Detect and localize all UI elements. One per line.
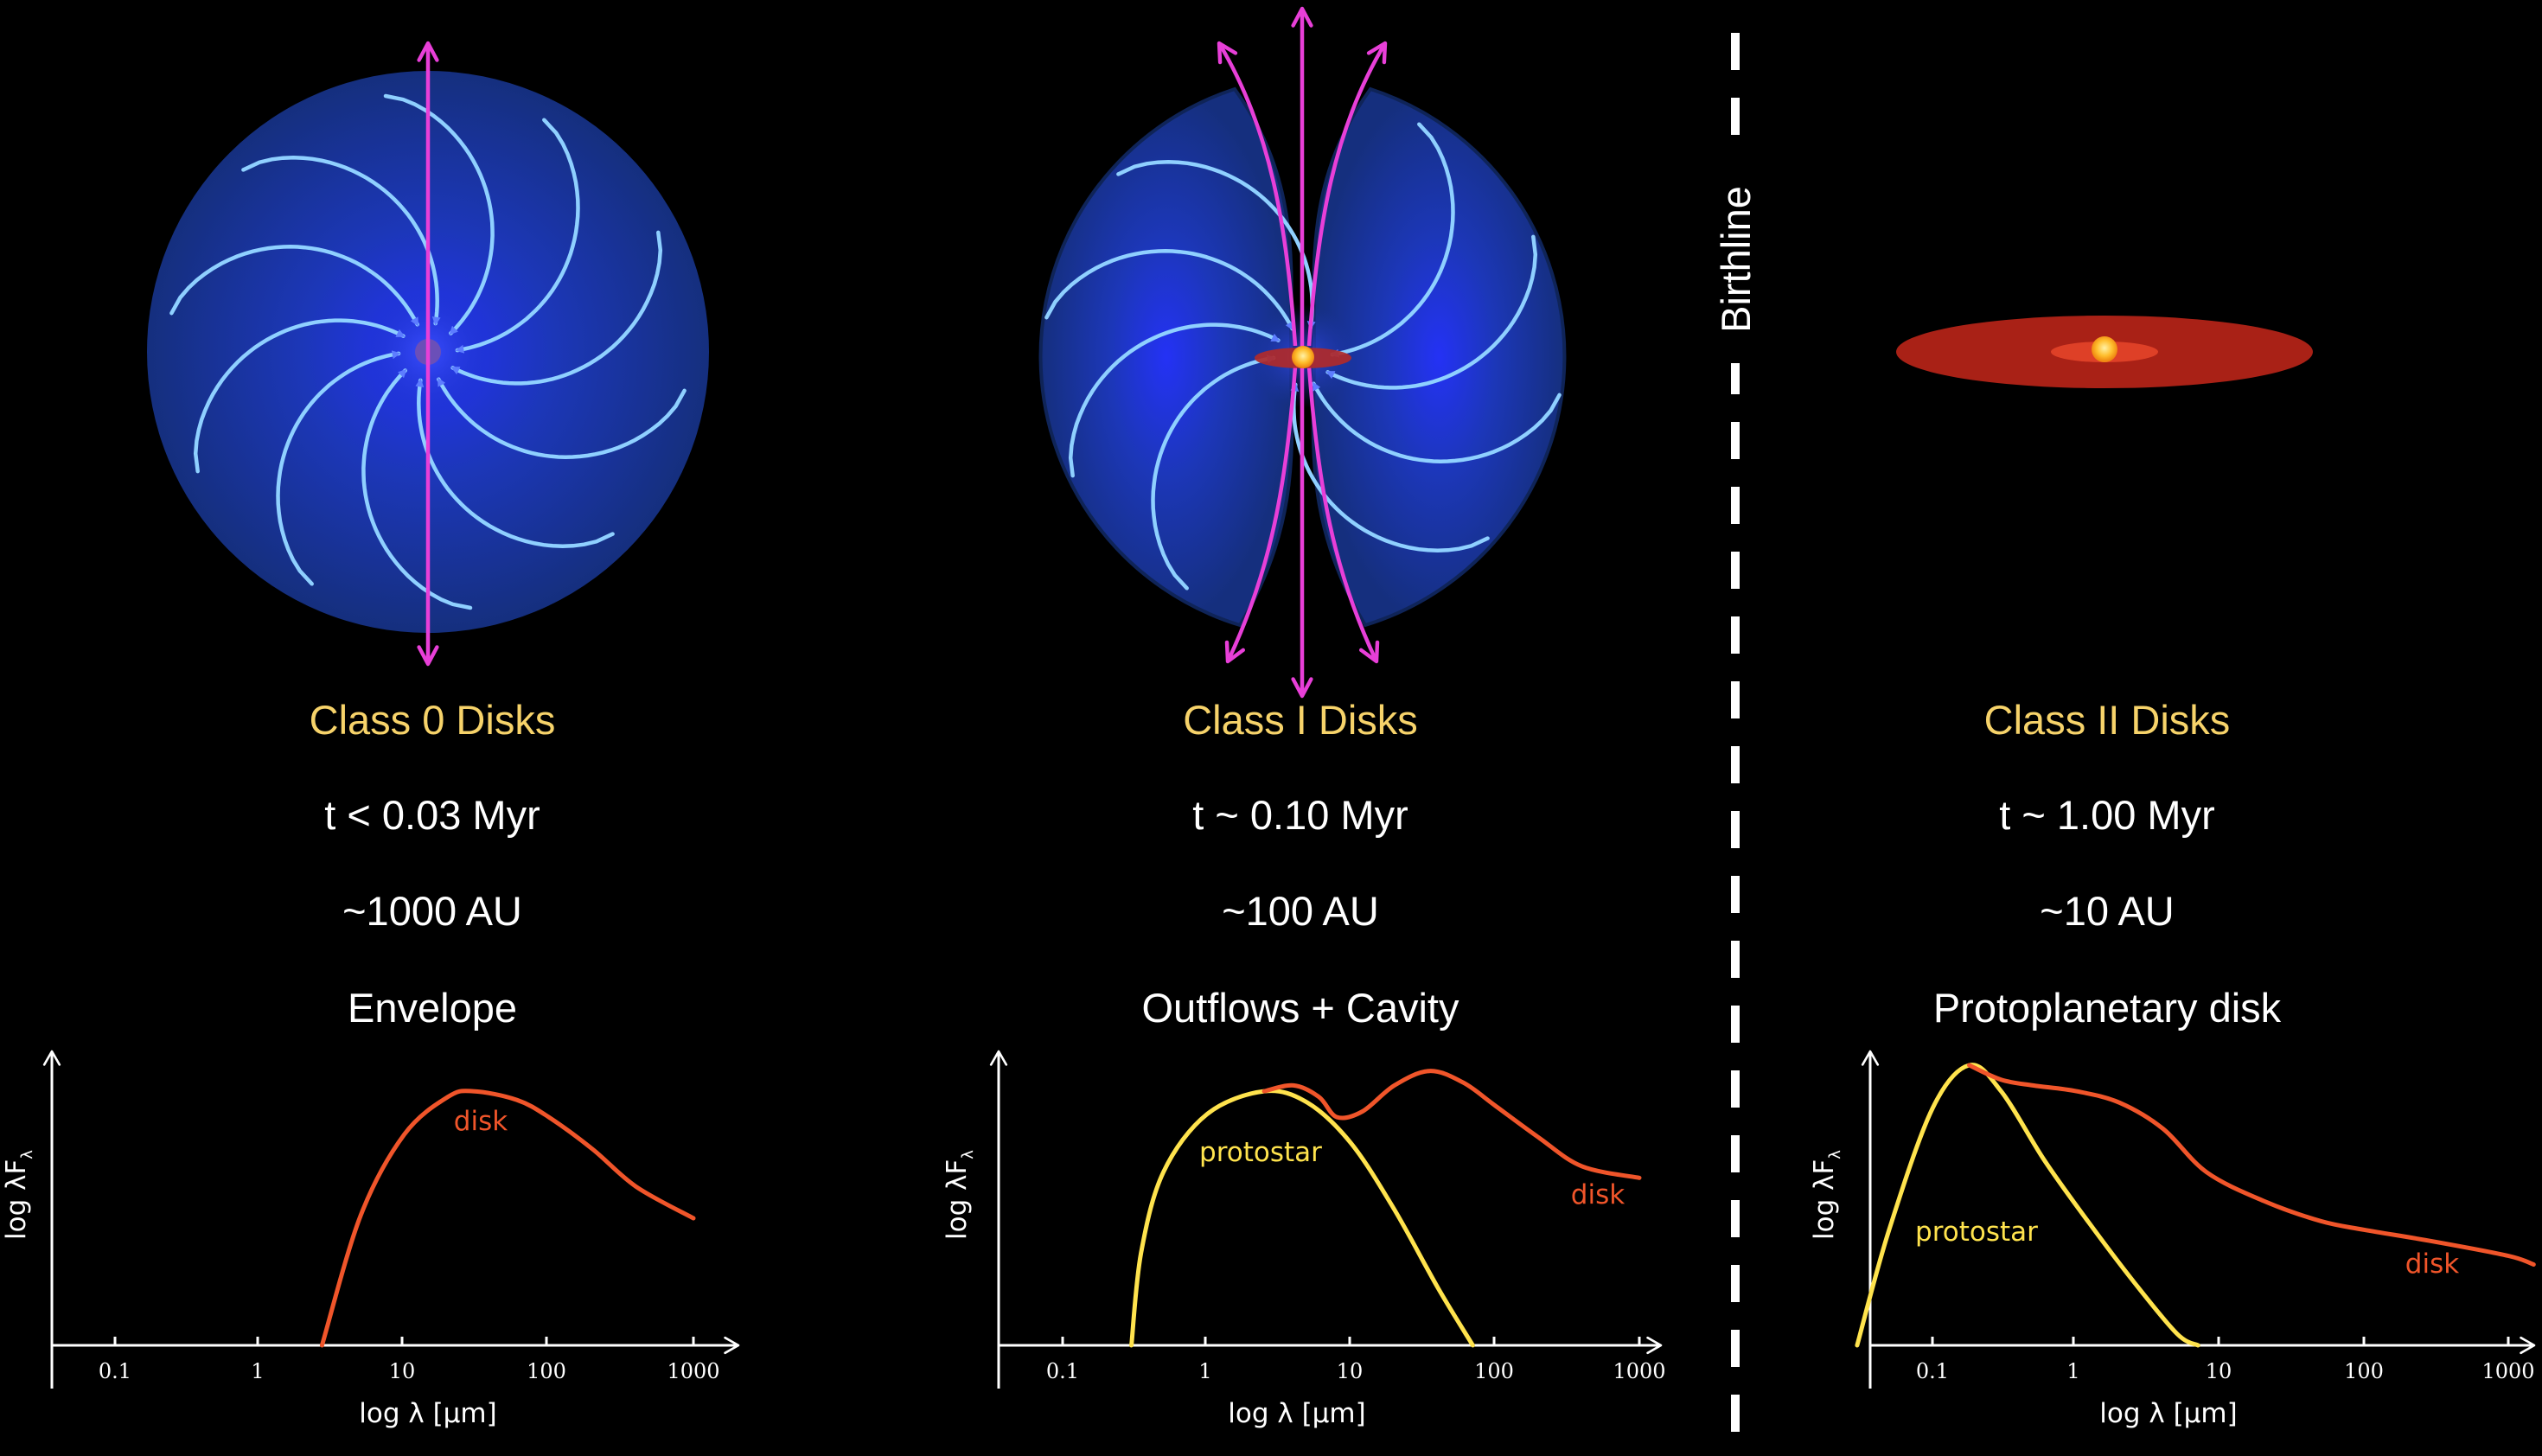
infall-arrow [1325, 234, 1538, 390]
infall-streamlines [169, 93, 687, 610]
panel-feature-class-0: Envelope [348, 985, 517, 1031]
panel-feature-class-ii: Protoplanetary disk [1932, 985, 2282, 1031]
panel-size-class-0: ~1000 AU [342, 888, 522, 934]
panel-title-class-i: Class I Disks [1183, 697, 1418, 743]
x-tick-label: 1 [1198, 1359, 1211, 1383]
panel-title-class-ii: Class II Disks [1983, 697, 2231, 743]
infall-arrow [361, 368, 473, 610]
birthline-label: Birthline [1713, 186, 1759, 333]
infall-arrow [415, 378, 615, 549]
protostar-icon [1292, 346, 1314, 368]
x-tick-label: 1 [2066, 1359, 2079, 1383]
series-label-protostar: protostar [1915, 1217, 2038, 1248]
x-tick-label: 0.1 [1046, 1359, 1079, 1383]
x-tick-label: 0.1 [99, 1359, 131, 1383]
outflow-arrows [1217, 6, 1388, 699]
infall-arrow [169, 245, 419, 327]
infall-arrow [241, 155, 441, 326]
panel-age-class-i: t ~ 0.10 Myr [1192, 792, 1408, 838]
protoplanetary-disk-icon [1896, 316, 2313, 388]
x-tick-label: 1000 [1613, 1359, 1665, 1383]
x-tick-label: 10 [389, 1359, 416, 1383]
y-axis-title: log λFλ [1809, 1150, 1844, 1240]
x-axis-title: log λ [μm] [359, 1398, 496, 1429]
series-label-disk: disk [2405, 1248, 2459, 1280]
x-tick-label: 0.1 [1916, 1359, 1949, 1383]
series-line-protostar [1129, 1089, 1475, 1348]
y-axis-title: log λFλ [1, 1150, 36, 1240]
x-tick-label: 10 [2206, 1359, 2232, 1383]
panel-size-class-i: ~100 AU [1222, 888, 1379, 934]
panel-feature-class-i: Outflows + Cavity [1141, 985, 1459, 1031]
series-line-disk [1261, 1069, 1642, 1180]
x-tick-label: 1000 [2481, 1359, 2534, 1383]
sed-chart-class-ii: 0.1 1 10 100 1000 log λ [μm] log λFλ protostar d… [1809, 1050, 2536, 1429]
envelope-infall-icon [147, 41, 709, 667]
x-axis-title: log λ [μm] [1228, 1398, 1365, 1429]
x-tick-label: 10 [1337, 1359, 1364, 1383]
panel-size-class-ii: ~10 AU [2040, 888, 2175, 934]
series-line-disk [319, 1089, 696, 1348]
x-axis-title: log λ [μm] [2099, 1398, 2237, 1429]
x-tick-label: 100 [2344, 1359, 2384, 1383]
x-tick-label: 100 [527, 1359, 566, 1383]
series-label-disk: disk [1571, 1179, 1625, 1210]
series-line-protostar [1855, 1063, 2200, 1348]
infall-arrow [276, 350, 401, 586]
series-line-disk [1967, 1063, 2536, 1267]
panel-age-class-ii: t ~ 1.00 Myr [1999, 792, 2215, 838]
panel-age-class-0: t < 0.03 Myr [324, 792, 540, 838]
infall-arrow [1151, 354, 1276, 591]
infall-arrow [437, 377, 687, 459]
infall-arrow [1312, 381, 1562, 463]
sed-chart-class-0: 0.1 1 10 100 1000 log λ [μm] log λFλ disk [1, 1050, 740, 1429]
infall-arrow [383, 93, 495, 335]
infall-arrow [1068, 322, 1281, 478]
infall-arrow [450, 230, 663, 386]
infall-arrow [193, 318, 406, 474]
star-icon [2092, 336, 2117, 362]
infall-arrow [455, 118, 580, 354]
infall-arrow [1330, 122, 1455, 358]
panel-title-class-0: Class 0 Disks [309, 697, 556, 743]
x-tick-label: 1000 [667, 1359, 719, 1383]
infall-arrow [1290, 382, 1490, 553]
series-label-disk: disk [454, 1106, 508, 1137]
y-axis-title: log λFλ [942, 1150, 977, 1240]
x-tick-label: 1 [251, 1359, 264, 1383]
x-tick-label: 100 [1474, 1359, 1514, 1383]
infall-arrow [1044, 249, 1294, 331]
series-label-protostar: protostar [1199, 1137, 1322, 1168]
envelope-outflow-cavity-icon [1038, 6, 1567, 699]
sed-chart-class-i: 0.1 1 10 100 1000 log λ [μm] log λFλ protostar d… [942, 1050, 1666, 1429]
